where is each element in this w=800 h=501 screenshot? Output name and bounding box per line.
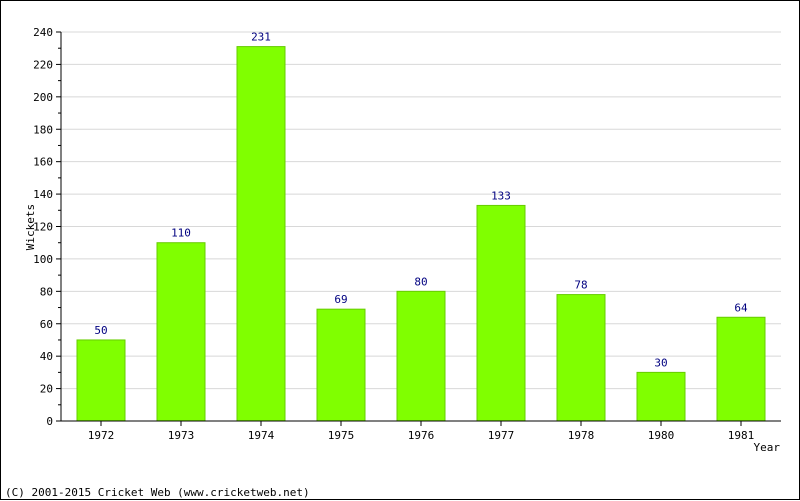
bar-series	[76, 46, 766, 422]
bar	[716, 316, 766, 422]
y-tick-label: 240	[33, 26, 53, 39]
x-tick-label: 1978	[568, 429, 595, 442]
y-tick-labels: 0 20 40 60 80 100 120 140 160 180 200 220 240	[33, 26, 53, 428]
y-tick-label: 100	[33, 253, 53, 266]
x-tick-labels: 1972 1973 1974 1975 1976 1977 1978 1980 1981	[88, 429, 755, 442]
x-tick-label: 1980	[648, 429, 675, 442]
data-labels: 50 110 231 69 80 133 78 30 64	[94, 31, 748, 370]
bar	[556, 294, 606, 422]
bar-value-label: 69	[334, 293, 347, 306]
bar-value-label: 110	[171, 227, 191, 240]
bar-value-label: 133	[491, 189, 511, 202]
bar	[156, 242, 206, 422]
y-tick-label: 140	[33, 188, 53, 201]
x-tick-label: 1975	[328, 429, 355, 442]
bar-value-label: 30	[654, 356, 667, 369]
bar-value-label: 78	[574, 279, 587, 292]
x-tick-label: 1977	[488, 429, 515, 442]
bar	[316, 308, 366, 422]
y-tick-label: 160	[33, 156, 53, 169]
copyright-notice: (C) 2001-2015 Cricket Web (www.cricketwe…	[5, 486, 310, 499]
x-tick-label: 1972	[88, 429, 115, 442]
y-tick-label: 220	[33, 58, 53, 71]
bar	[476, 204, 526, 422]
y-tick-label: 180	[33, 123, 53, 136]
bar	[396, 290, 446, 422]
y-tick-label: 20	[40, 383, 53, 396]
bar	[76, 339, 126, 422]
y-tick-label: 60	[40, 318, 53, 331]
y-tick-label: 0	[46, 415, 53, 428]
x-tick-label: 1974	[248, 429, 275, 442]
bar	[636, 371, 686, 422]
x-tick-label: 1973	[168, 429, 195, 442]
bar-value-label: 231	[251, 31, 271, 44]
bar-value-label: 64	[734, 301, 748, 314]
bar	[236, 46, 286, 422]
y-tick-label: 120	[33, 221, 53, 234]
axes	[56, 31, 781, 426]
y-tick-label: 80	[40, 285, 53, 298]
y-axis-title: Wickets	[24, 204, 37, 250]
x-tick-label: 1981	[728, 429, 755, 442]
bar-value-label: 80	[414, 275, 427, 288]
x-tick-label: 1976	[408, 429, 435, 442]
x-axis-title: Year	[754, 441, 781, 454]
y-tick-label: 200	[33, 91, 53, 104]
y-tick-label: 40	[40, 350, 53, 363]
bar-value-label: 50	[94, 324, 107, 337]
